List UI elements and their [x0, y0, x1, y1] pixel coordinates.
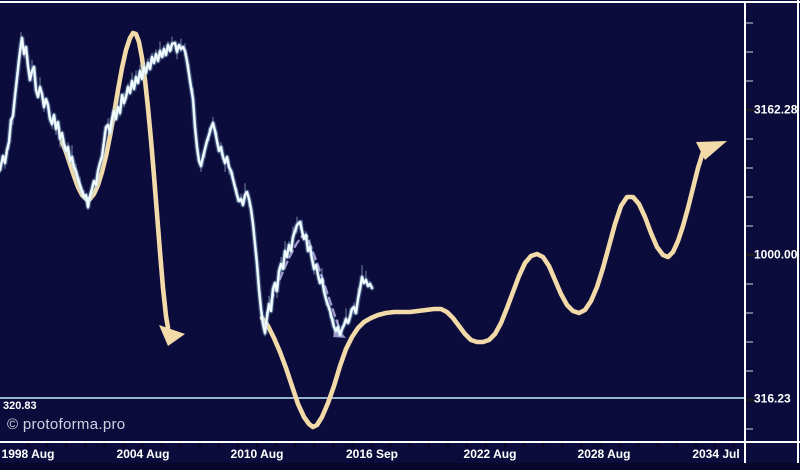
- chart-top-border: [0, 1, 800, 3]
- y-axis-line: [744, 1, 746, 470]
- price-line: [0, 37, 373, 336]
- chart-right-border: [797, 0, 799, 470]
- up-arrowhead: [696, 141, 727, 160]
- price-level-label: 320.83: [3, 400, 37, 412]
- x-axis-label: 2010 Aug: [230, 447, 284, 461]
- bottom-strip: [0, 463, 800, 470]
- x-axis-label: 2016 Sep: [345, 447, 399, 461]
- price-line-halo: [0, 35, 375, 338]
- y-axis-label: 1000.00: [754, 247, 798, 262]
- x-axis-label: 2034 Jul: [692, 447, 740, 461]
- x-axis-label: 2022 Aug: [463, 447, 517, 461]
- x-axis-label: 2028 Aug: [577, 447, 631, 461]
- price-line-mid: [0, 36, 374, 337]
- drawn-forecast-stroke: [259, 143, 710, 430]
- y-axis-label: 3162.28: [754, 102, 798, 117]
- x-axis-label: 2004 Aug: [116, 447, 170, 461]
- down-arrowhead: [159, 325, 185, 346]
- x-axis-label: 1998 Aug: [1, 447, 55, 461]
- x-axis-line: [0, 441, 800, 443]
- watermark: © protoforma.pro: [7, 416, 126, 433]
- y-axis-label: 316.23: [754, 391, 791, 406]
